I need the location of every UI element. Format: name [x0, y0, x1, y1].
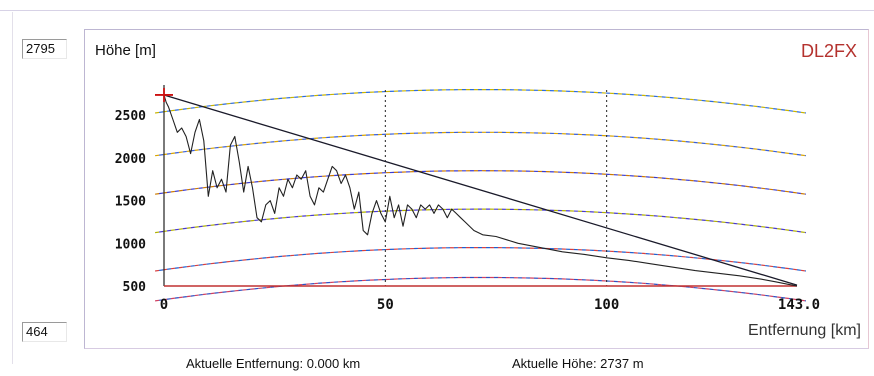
curvature-arc-4-b: [155, 247, 806, 272]
chart-title: DL2FX: [801, 41, 857, 61]
x-tick-label-143: 143.0: [778, 297, 820, 313]
x-tick-label-100: 100: [594, 297, 619, 313]
y-axis-title: Höhe [m]: [95, 42, 156, 59]
curvature-arc-4-a: [155, 247, 806, 272]
y-tick-label-2000: 2000: [115, 152, 146, 167]
x-axis-title: Entfernung [km]: [748, 322, 861, 339]
curvature-arc-1-a: [155, 131, 806, 157]
series-terrain-line: [163, 94, 798, 287]
chart-frame: Höhe [m] DL2FX Entfernung [km] 500 1000 1500 2…: [84, 29, 869, 349]
x-tick-label-0: 0: [160, 297, 168, 313]
y-tick-label-1000: 1000: [115, 237, 146, 252]
x-tick-label-50: 50: [377, 297, 394, 313]
curvature-arc-2-b: [155, 170, 806, 195]
curvature-arc-3-a: [155, 208, 806, 234]
curvature-arc-0-b: [155, 89, 806, 114]
side-rule: [12, 12, 13, 364]
top-rule: [0, 10, 874, 11]
curvature-arc-1-b: [155, 131, 806, 157]
y-max-box[interactable]: 2795: [22, 39, 67, 59]
status-current-distance: Aktuelle Entfernung: 0.000 km: [186, 356, 361, 371]
y-tick-label-2500: 2500: [115, 109, 146, 124]
curvature-arc-5-b: [155, 276, 806, 302]
y-tick-label-1500: 1500: [115, 195, 146, 210]
curvature-arc-3-b: [155, 208, 806, 234]
curvature-arc-5-a: [155, 276, 806, 302]
y-tick-label-500: 500: [123, 280, 147, 295]
status-current-height: Aktuelle Höhe: 2737 m: [512, 356, 644, 371]
y-min-box[interactable]: 464: [22, 322, 67, 342]
curvature-arc-0-a: [155, 89, 806, 114]
series-sightline-line: [163, 94, 798, 286]
